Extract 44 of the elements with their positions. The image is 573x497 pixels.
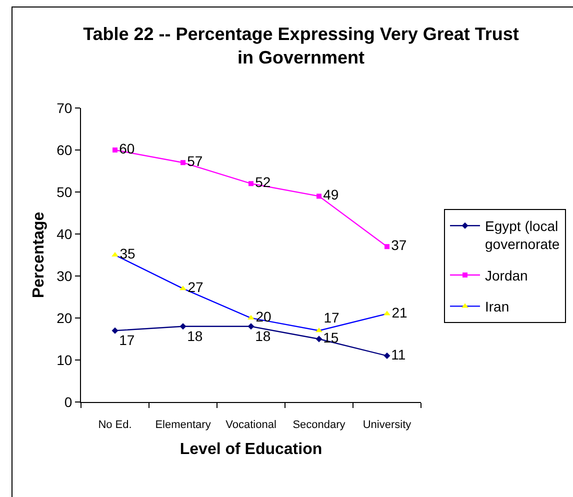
legend-label: Jordan bbox=[485, 267, 528, 284]
data-label: 49 bbox=[323, 186, 339, 203]
data-label: 35 bbox=[120, 246, 136, 262]
data-label: 17 bbox=[119, 332, 135, 348]
x-tick-label: No Ed. bbox=[98, 419, 132, 432]
chart-title: Table 22 -- Percentage Expressing Very Great Trust in Government bbox=[83, 24, 519, 68]
y-tick-label: 30 bbox=[56, 268, 72, 284]
data-label: 11 bbox=[391, 346, 406, 362]
point bbox=[180, 323, 186, 330]
y-tick-label: 20 bbox=[56, 310, 72, 326]
point bbox=[316, 328, 322, 332]
point bbox=[384, 352, 390, 360]
x-axis-title: Level of Education bbox=[180, 440, 322, 458]
point bbox=[316, 336, 322, 342]
point bbox=[180, 286, 186, 290]
point bbox=[248, 181, 254, 186]
data-label: 15 bbox=[323, 330, 339, 346]
y-tick-label: 0 bbox=[64, 394, 72, 410]
point bbox=[384, 244, 390, 250]
x-tick-label: Secondary bbox=[292, 419, 346, 432]
y-tick-label: 70 bbox=[56, 100, 72, 116]
legend-label: Iran bbox=[485, 298, 510, 315]
x-tick-label: Elementary bbox=[155, 419, 212, 432]
point bbox=[112, 327, 118, 334]
data-label: 27 bbox=[188, 279, 204, 296]
x-tick-label: Vocational bbox=[226, 419, 276, 432]
data-label: 37 bbox=[391, 237, 407, 254]
y-axis-title: Percentage bbox=[30, 212, 48, 298]
point bbox=[384, 310, 390, 316]
data-label: 17 bbox=[324, 309, 340, 326]
data-label: 21 bbox=[392, 304, 408, 320]
x-tick-label: University bbox=[362, 419, 412, 432]
point bbox=[112, 148, 118, 152]
y-tick-label: 50 bbox=[56, 184, 72, 200]
point bbox=[316, 194, 322, 199]
data-label: 57 bbox=[187, 153, 203, 170]
point bbox=[180, 160, 186, 166]
legend-label: Egypt (local governorate bbox=[485, 218, 560, 252]
data-label: 18 bbox=[255, 328, 271, 344]
data-label: 18 bbox=[187, 328, 203, 344]
y-tick-label: 40 bbox=[56, 226, 72, 242]
y-tick-label: 60 bbox=[56, 142, 72, 158]
point bbox=[248, 323, 254, 330]
y-tick-label: 10 bbox=[56, 352, 72, 368]
